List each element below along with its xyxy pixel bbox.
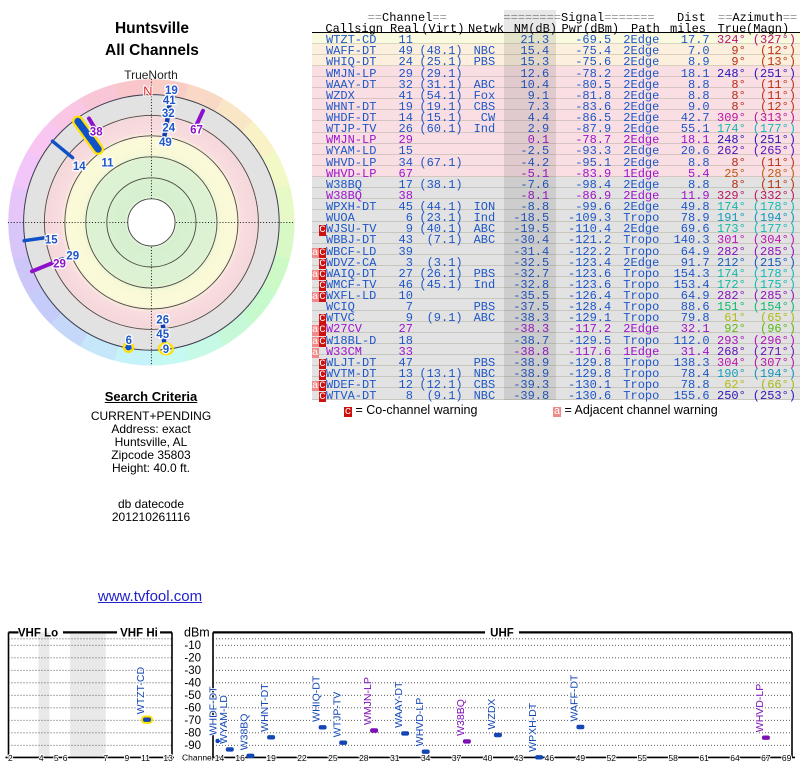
svg-text:WHVD-LP: WHVD-LP	[754, 684, 766, 732]
svg-text:-60: -60	[184, 702, 201, 714]
svg-text:WZDX: WZDX	[486, 699, 498, 730]
svg-text:-30: -30	[184, 665, 201, 677]
svg-text:WTZT-CD: WTZT-CD	[135, 667, 147, 715]
svg-text:WAAY-DT: WAAY-DT	[393, 681, 405, 728]
svg-text:67: 67	[761, 753, 771, 763]
svg-text:Channel: Channel	[182, 753, 214, 763]
svg-text:WHIQ-DT: WHIQ-DT	[311, 675, 323, 722]
svg-text:N: N	[143, 84, 152, 99]
svg-text:37: 37	[452, 753, 462, 763]
svg-text:46: 46	[545, 753, 555, 763]
svg-text:-90: -90	[184, 740, 201, 752]
svg-text:11: 11	[141, 753, 150, 763]
svg-text:19: 19	[165, 85, 178, 97]
svg-text:34: 34	[421, 753, 431, 763]
svg-text:W38BQ: W38BQ	[455, 699, 467, 736]
svg-text:-10: -10	[184, 640, 201, 652]
svg-text:6: 6	[63, 753, 68, 763]
svg-text:WHVD-LP: WHVD-LP	[414, 698, 426, 746]
svg-text:WHNT-DT: WHNT-DT	[259, 683, 271, 732]
svg-text:49: 49	[159, 137, 172, 149]
svg-text:UHF: UHF	[490, 628, 514, 640]
svg-text:-20: -20	[184, 652, 201, 664]
svg-text:52: 52	[607, 753, 617, 763]
svg-text:40: 40	[483, 753, 493, 763]
svg-text:2: 2	[8, 753, 13, 763]
svg-text:VHF Hi: VHF Hi	[120, 628, 158, 640]
svg-text:5: 5	[54, 753, 59, 763]
svg-text:29: 29	[53, 259, 66, 271]
svg-text:WPXH-DT: WPXH-DT	[527, 702, 539, 752]
svg-text:69: 69	[782, 753, 792, 763]
svg-text:55: 55	[637, 753, 647, 763]
svg-text:VHF Lo: VHF Lo	[18, 628, 58, 640]
svg-text:WMJN-LP: WMJN-LP	[362, 677, 374, 725]
svg-text:4: 4	[39, 753, 44, 763]
svg-text:14: 14	[215, 753, 225, 763]
svg-text:19: 19	[266, 753, 276, 763]
svg-text:11: 11	[101, 158, 114, 170]
svg-text:41: 41	[163, 95, 176, 107]
svg-text:16: 16	[235, 753, 245, 763]
svg-text:61: 61	[699, 753, 709, 763]
svg-text:WTJP-TV: WTJP-TV	[331, 692, 343, 738]
svg-text:14: 14	[73, 161, 86, 173]
svg-text:24: 24	[162, 123, 175, 135]
svg-text:13: 13	[163, 753, 173, 763]
svg-text:9: 9	[163, 344, 169, 356]
svg-text:15: 15	[45, 235, 58, 247]
svg-text:32: 32	[162, 108, 175, 120]
svg-text:67: 67	[190, 125, 203, 137]
svg-text:28: 28	[359, 753, 369, 763]
svg-text:dBm: dBm	[184, 626, 210, 640]
svg-text:-80: -80	[184, 727, 201, 739]
svg-text:29: 29	[66, 251, 79, 263]
svg-text:-40: -40	[184, 677, 201, 689]
svg-text:58: 58	[668, 753, 678, 763]
svg-text:22: 22	[297, 753, 307, 763]
svg-text:43: 43	[514, 753, 524, 763]
svg-text:WHDF-DT: WHDF-DT	[208, 686, 220, 736]
svg-text:9: 9	[125, 753, 130, 763]
svg-text:W38BQ: W38BQ	[239, 714, 251, 751]
svg-text:-70: -70	[184, 715, 201, 727]
svg-text:26: 26	[156, 315, 169, 327]
svg-text:38: 38	[90, 127, 103, 139]
svg-text:25: 25	[328, 753, 338, 763]
svg-text:31: 31	[390, 753, 400, 763]
svg-text:7: 7	[103, 753, 108, 763]
svg-text:64: 64	[730, 753, 740, 763]
svg-text:-50: -50	[184, 690, 201, 702]
svg-text:WAFF-DT: WAFF-DT	[569, 674, 581, 721]
svg-text:6: 6	[126, 335, 132, 347]
svg-text:45: 45	[156, 329, 169, 341]
svg-text:WYAM-LD: WYAM-LD	[218, 695, 230, 744]
svg-text:49: 49	[576, 753, 586, 763]
